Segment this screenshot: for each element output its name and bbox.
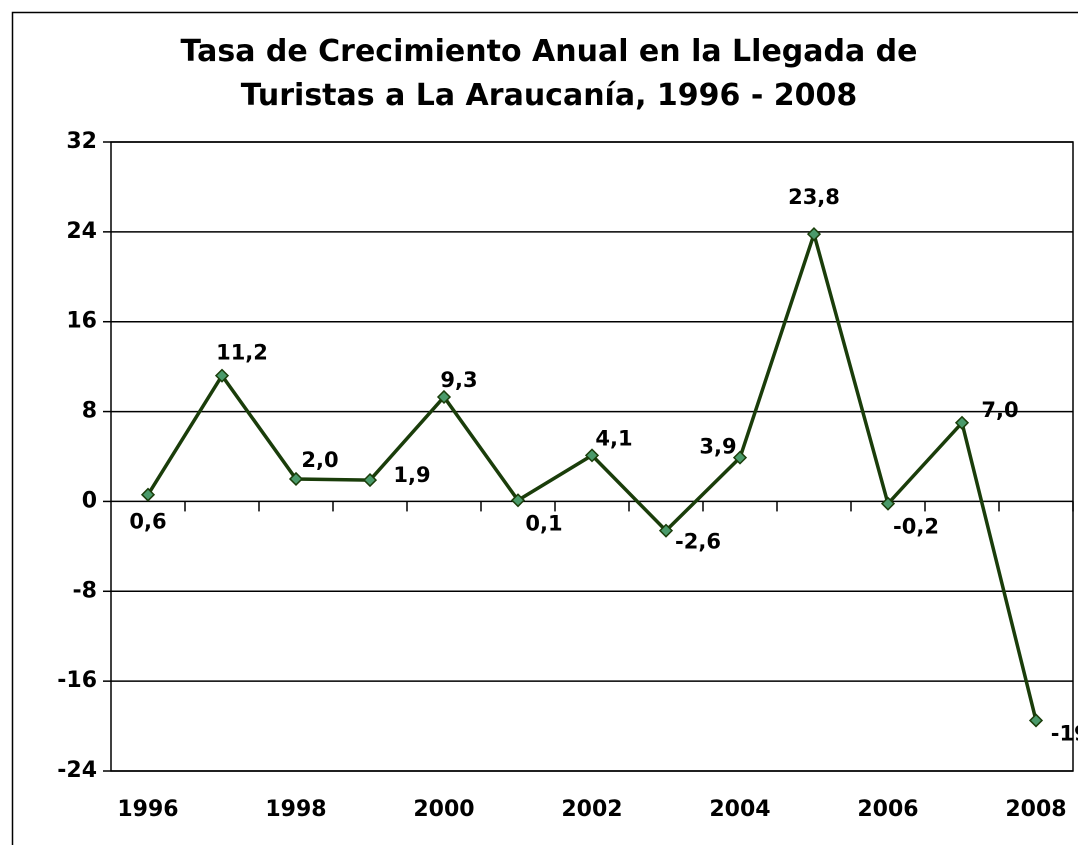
data-label: 1,9	[393, 463, 430, 487]
x-tick-label: 2002	[561, 797, 622, 822]
x-tick-label: 1998	[265, 797, 326, 822]
y-tick-label: -24	[57, 758, 97, 783]
data-label: 0,6	[129, 510, 166, 534]
data-label: 4,1	[595, 426, 632, 450]
data-point	[732, 450, 748, 465]
data-label: -0,2	[893, 515, 939, 539]
data-point	[584, 448, 600, 463]
data-point	[288, 471, 304, 487]
x-tick-label: 2006	[857, 797, 918, 822]
data-label: -19,5	[1051, 721, 1078, 745]
y-tick-label: 32	[66, 129, 97, 154]
data-label: 11,2	[216, 341, 268, 365]
y-tick-label: 16	[66, 309, 97, 334]
data-point	[1028, 713, 1044, 728]
chart-border	[11, 11, 1078, 845]
data-label: 3,9	[699, 435, 736, 459]
data-point	[140, 487, 156, 502]
y-tick-label: 8	[82, 399, 97, 424]
y-tick-label: 0	[82, 488, 97, 513]
x-tick-label: 2008	[1005, 797, 1066, 822]
data-point	[806, 227, 822, 242]
data-label: -2,6	[675, 530, 721, 554]
x-tick-label: 2000	[413, 797, 474, 822]
data-label: 7,0	[981, 398, 1018, 422]
data-point	[954, 415, 970, 430]
data-label: 9,3	[440, 368, 477, 392]
x-tick-label: 2004	[709, 797, 770, 822]
data-label: 23,8	[788, 185, 840, 209]
x-tick-label: 1996	[117, 797, 178, 822]
data-point	[436, 389, 452, 405]
data-point	[510, 493, 526, 508]
y-tick-label: 24	[66, 219, 97, 244]
y-tick-label: -16	[57, 668, 97, 693]
chart-title: Tasa de Crecimiento Anual en la Llegada …	[180, 34, 918, 113]
data-point	[362, 473, 378, 488]
data-point	[214, 368, 230, 383]
data-point	[658, 523, 674, 538]
data-point	[880, 496, 896, 511]
data-label: 2,0	[301, 448, 338, 472]
data-label: 0,1	[525, 511, 562, 535]
y-tick-label: -8	[73, 578, 97, 603]
